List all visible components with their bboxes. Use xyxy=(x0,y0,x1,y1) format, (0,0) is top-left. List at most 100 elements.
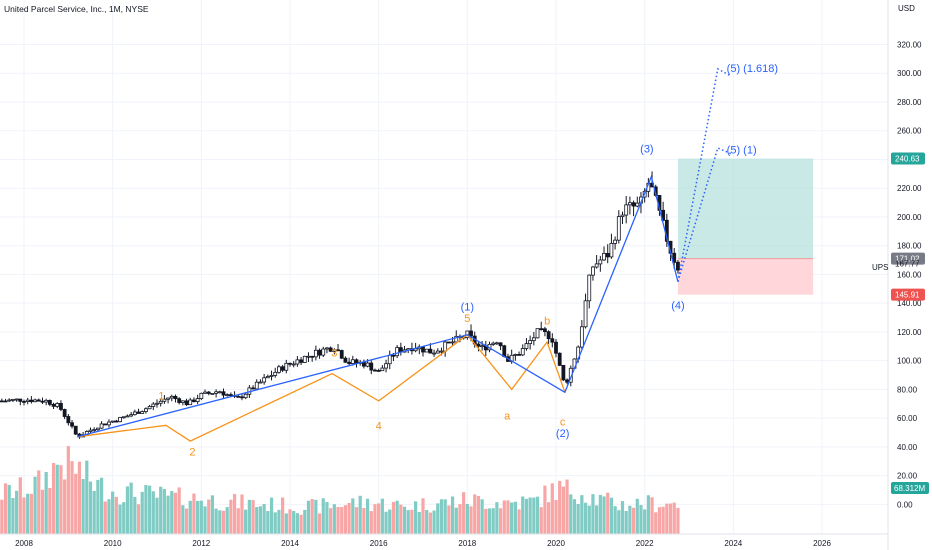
volume-bar xyxy=(495,502,499,534)
volume-bar xyxy=(465,504,469,534)
volume-bar xyxy=(502,500,506,534)
elliott-wave-lines xyxy=(77,67,732,442)
candle-body xyxy=(144,408,148,412)
volume-bar xyxy=(207,499,211,534)
candle-body xyxy=(598,259,603,265)
time-axis[interactable]: 2008 2010 2012 2014 2016 2018 2020 2022 2024 2026 xyxy=(15,539,831,548)
volume-bar xyxy=(37,470,41,534)
candle-body xyxy=(498,342,503,347)
candle-body xyxy=(635,202,640,207)
volume-bar xyxy=(325,501,329,534)
candle-body xyxy=(450,341,455,344)
volume-bar xyxy=(646,495,650,534)
volume-bar xyxy=(133,496,137,534)
candle-body xyxy=(258,381,263,384)
candle-body xyxy=(162,398,167,402)
volume-bar xyxy=(170,491,174,534)
candle-body xyxy=(302,355,307,363)
volume-bar xyxy=(136,504,141,534)
wave-label-1: 1 xyxy=(158,390,164,402)
candle-body xyxy=(428,348,433,354)
volume-bar xyxy=(166,495,170,534)
price-axis[interactable]: 0.00 20.00 40.00 60.00 80.00 100.00 120.00 140.… xyxy=(897,40,922,509)
candle-body xyxy=(136,411,141,414)
position-zones xyxy=(677,158,814,295)
candle-body xyxy=(110,420,115,423)
candle-body xyxy=(251,387,255,390)
volume-bar xyxy=(48,487,52,534)
candle-body xyxy=(321,348,326,356)
volume-bar xyxy=(33,476,37,534)
volume-bar xyxy=(510,502,514,534)
candle-body xyxy=(0,400,4,403)
candle-body xyxy=(594,263,599,268)
volume-bar xyxy=(88,481,93,534)
candle-body xyxy=(118,416,122,423)
volume-bar xyxy=(650,497,654,534)
y-tick-label: 280.00 xyxy=(897,98,922,107)
candle-body xyxy=(140,411,145,414)
volume-bar xyxy=(657,507,662,534)
target-zone xyxy=(677,158,814,259)
candle-body xyxy=(332,349,337,352)
candle-body xyxy=(103,423,108,426)
volume-bar xyxy=(436,503,440,534)
volume-bar xyxy=(148,485,152,534)
volume-bar xyxy=(114,496,118,534)
volume-bar xyxy=(547,502,551,534)
candle-body xyxy=(502,345,507,358)
candle-body xyxy=(579,326,584,348)
candle-body xyxy=(273,371,278,376)
volume-bar xyxy=(77,461,82,534)
volume-bar xyxy=(244,509,248,534)
candle-body xyxy=(166,397,170,400)
x-tick-label: 2010 xyxy=(104,539,122,548)
candle-body xyxy=(491,342,496,345)
candle-body xyxy=(29,399,34,403)
candle-body xyxy=(602,253,606,261)
candle-body xyxy=(262,377,267,383)
volume-bar xyxy=(99,477,104,534)
candle-body xyxy=(520,348,525,356)
candle-body xyxy=(354,359,359,364)
volume-bar xyxy=(236,508,240,534)
volume-bar xyxy=(595,505,599,534)
y-tick-label: 40.00 xyxy=(897,443,918,452)
currency-label: USD xyxy=(898,4,915,13)
volume-bar xyxy=(229,499,233,534)
candle-body xyxy=(676,261,680,271)
candle-body xyxy=(624,204,629,216)
volume-bar xyxy=(303,509,307,534)
volume-bar xyxy=(177,487,181,534)
entry-price-badge-text: 171.02 xyxy=(895,255,920,264)
volume-bar xyxy=(159,486,163,534)
volume-bar xyxy=(561,486,565,534)
candle-body xyxy=(291,363,296,366)
volume-bar xyxy=(295,513,299,534)
volume-badge xyxy=(891,482,929,494)
candle-body xyxy=(25,399,30,402)
volume-bar xyxy=(59,465,63,534)
candle-body xyxy=(435,350,440,354)
candle-body xyxy=(494,342,499,345)
volume-bar xyxy=(661,506,665,534)
volume-bar xyxy=(111,491,115,534)
volume-bar xyxy=(587,505,591,534)
candle-body xyxy=(240,396,244,399)
y-tick-label: 200.00 xyxy=(897,213,922,222)
volume-bar xyxy=(676,507,680,534)
x-tick-label: 2012 xyxy=(192,539,210,548)
candle-body xyxy=(306,355,311,358)
x-tick-label: 2022 xyxy=(636,539,654,548)
volume-bars xyxy=(0,446,680,534)
volume-bar xyxy=(40,489,45,534)
volume-bar xyxy=(443,499,447,534)
candle-body xyxy=(539,328,544,331)
y-tick-label: 120.00 xyxy=(897,328,922,337)
candle-body xyxy=(565,379,569,383)
candle-body xyxy=(18,398,23,402)
candle-body xyxy=(107,421,111,426)
volume-bar xyxy=(144,485,148,534)
wave-label-4: 4 xyxy=(376,421,382,433)
